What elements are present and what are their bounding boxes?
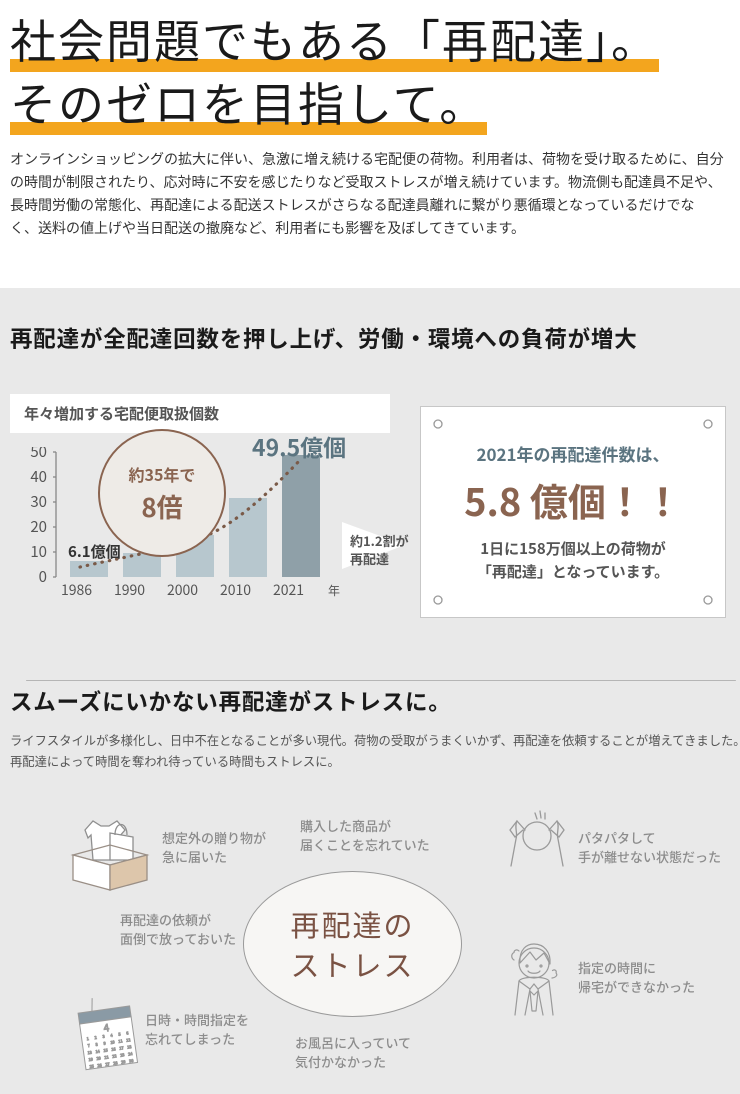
- svg-text:19: 19: [88, 1058, 93, 1064]
- svg-text:16: 16: [111, 1047, 116, 1053]
- svg-text:29: 29: [121, 1060, 126, 1066]
- svg-text:27: 27: [105, 1062, 110, 1068]
- svg-text:30: 30: [30, 491, 47, 512]
- svg-text:10: 10: [30, 541, 47, 562]
- svg-text:0: 0: [39, 566, 47, 587]
- svg-text:22: 22: [112, 1054, 117, 1060]
- svg-text:10: 10: [110, 1040, 115, 1046]
- svg-text:26: 26: [97, 1063, 102, 1069]
- svg-text:18: 18: [127, 1045, 132, 1051]
- svg-text:24: 24: [128, 1052, 133, 1058]
- svg-text:14: 14: [95, 1050, 100, 1056]
- svg-text:11: 11: [118, 1039, 123, 1045]
- svg-text:30: 30: [129, 1059, 134, 1065]
- svg-text:17: 17: [119, 1046, 124, 1052]
- svg-text:20: 20: [96, 1056, 101, 1062]
- svg-text:50: 50: [30, 447, 47, 462]
- svg-text:12: 12: [126, 1038, 131, 1044]
- svg-text:40: 40: [30, 466, 47, 487]
- svg-text:28: 28: [113, 1061, 118, 1067]
- svg-text:13: 13: [87, 1051, 92, 1057]
- svg-text:23: 23: [120, 1053, 125, 1059]
- svg-text:20: 20: [30, 516, 47, 537]
- svg-text:21: 21: [104, 1055, 109, 1061]
- svg-text:25: 25: [89, 1065, 94, 1071]
- svg-text:15: 15: [103, 1048, 108, 1054]
